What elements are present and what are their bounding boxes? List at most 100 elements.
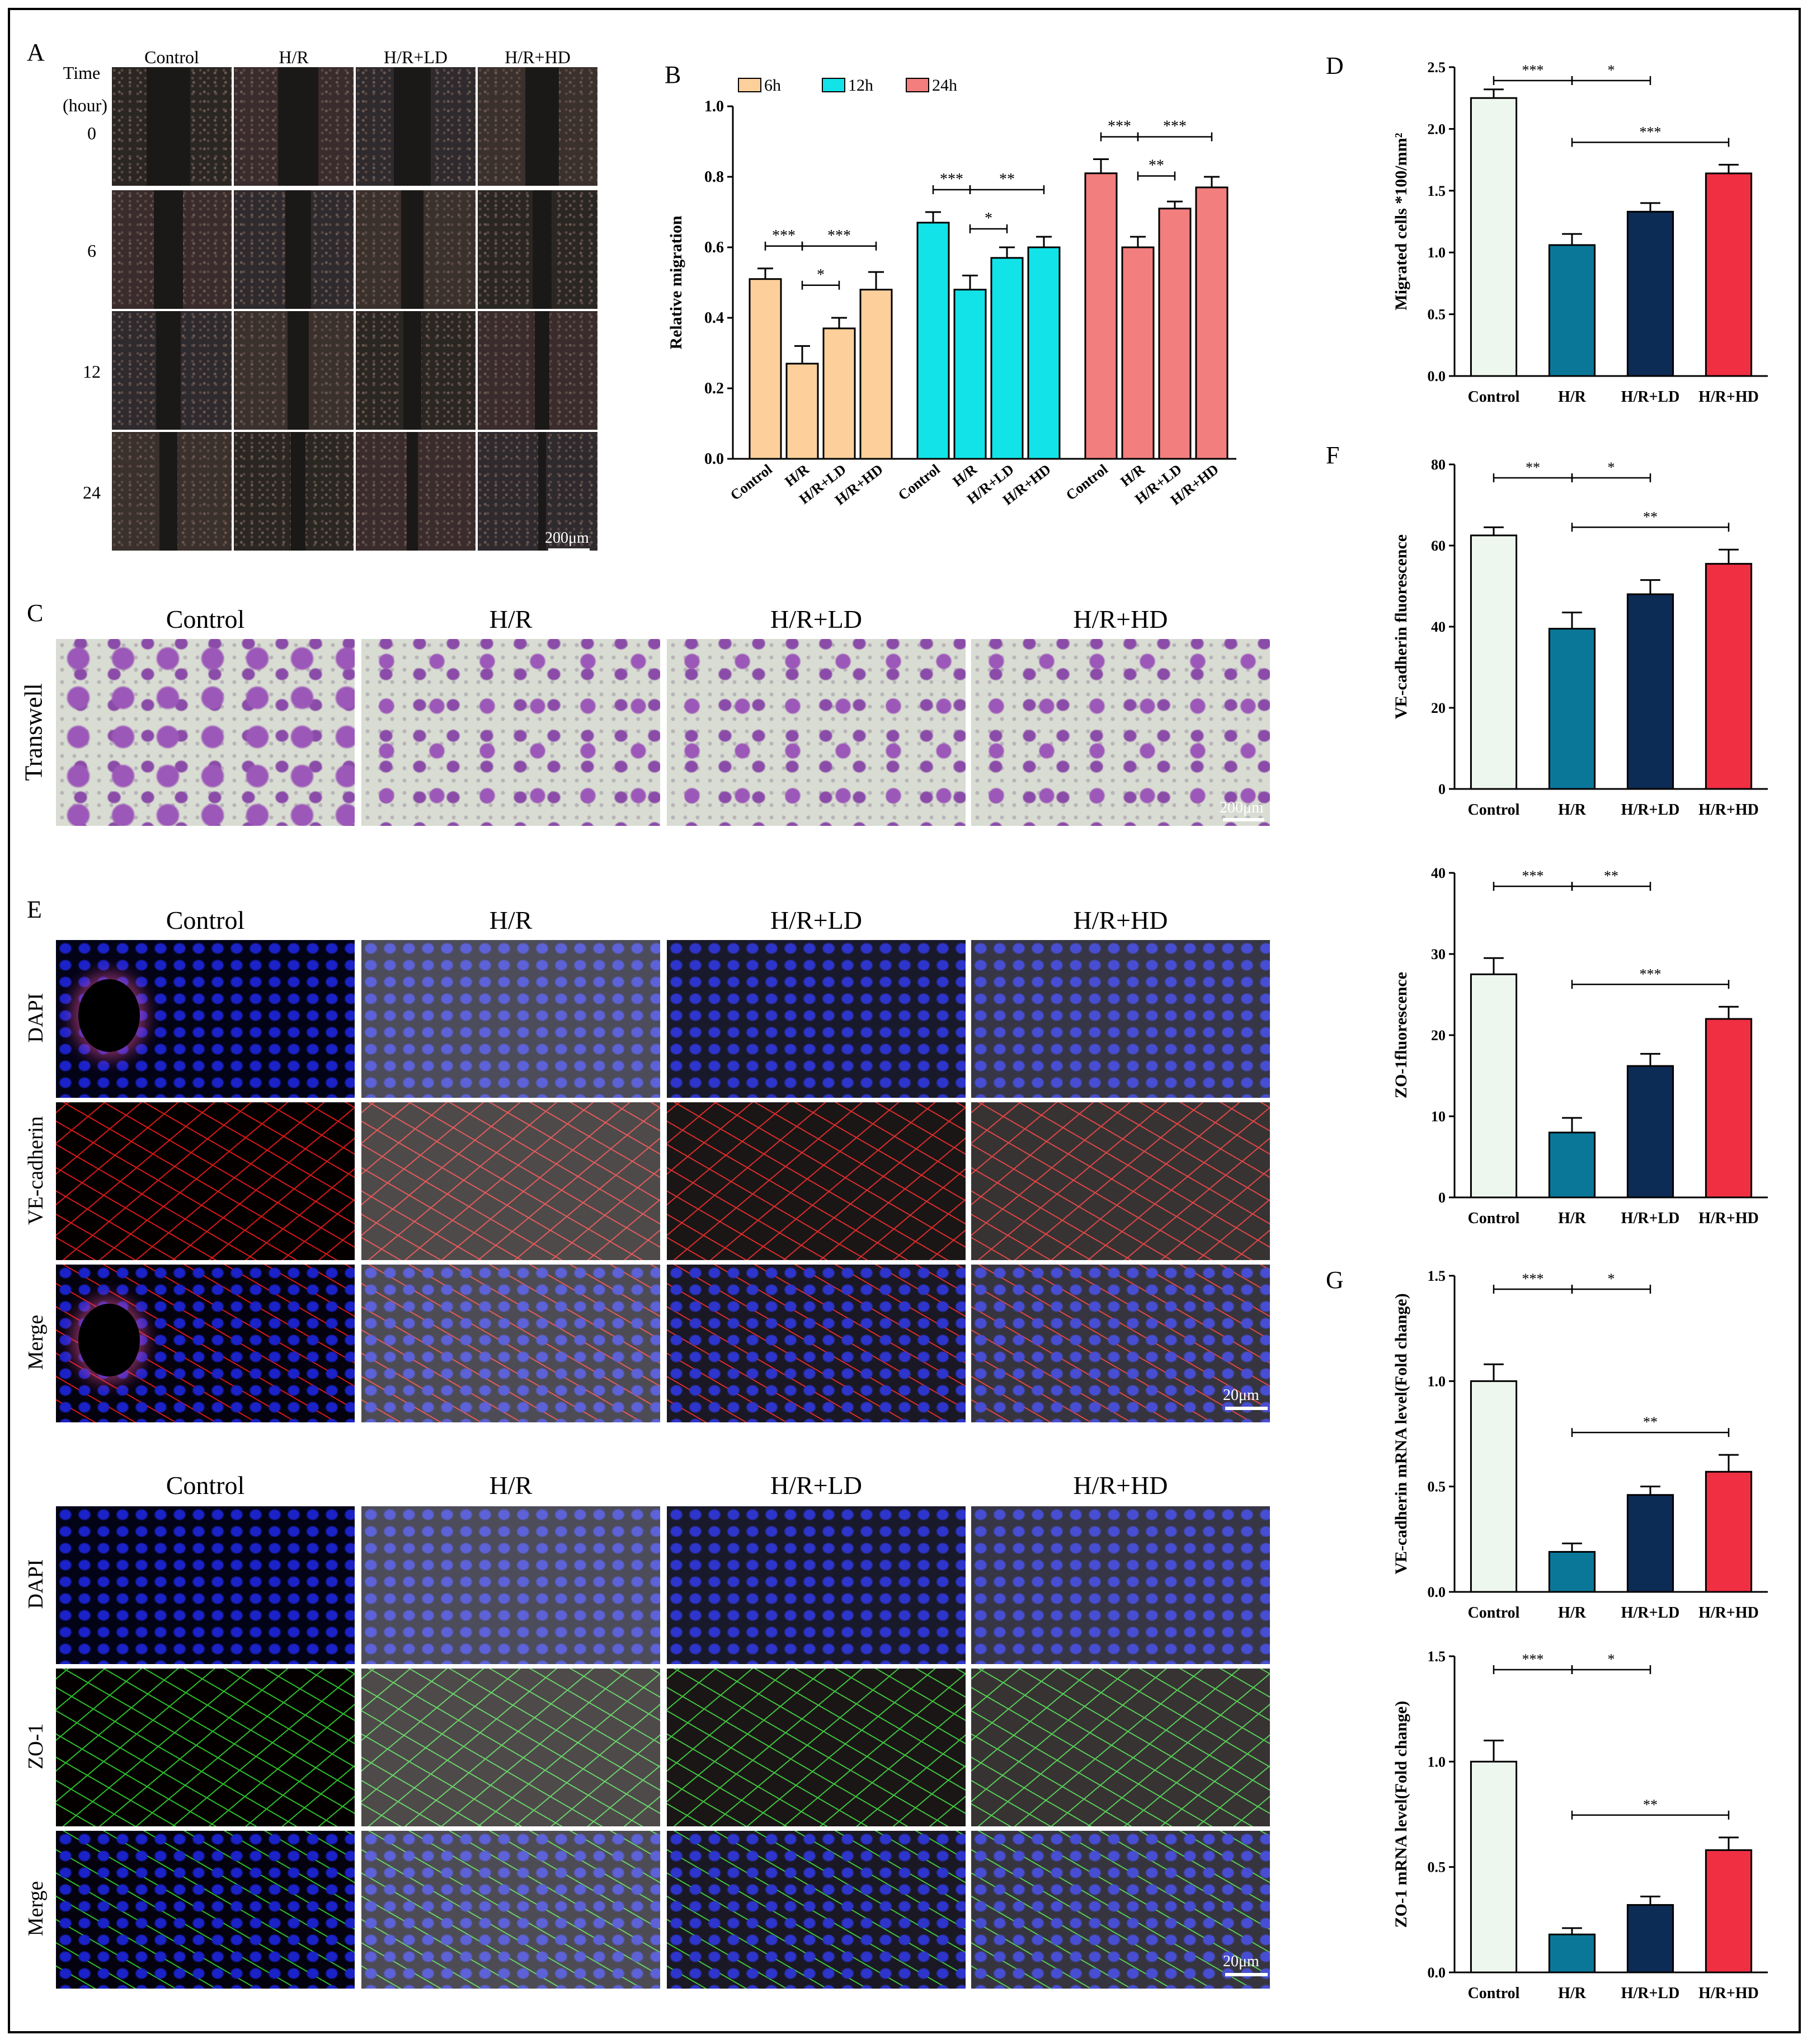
scratch-gap <box>156 311 181 430</box>
y-tick-label: 60 <box>1431 538 1446 554</box>
x-tick-label: H/R+HD <box>1698 1985 1759 2002</box>
y-tick-label: 0.6 <box>704 239 724 256</box>
bar <box>1027 246 1061 460</box>
significance-label: ** <box>1643 1797 1658 1813</box>
relative-migration-chart: 0.0 0.2 0.4 0.6 0.8 1.0 Relative migration 6h 12… <box>667 76 1236 508</box>
y-tick-label: 1.0 <box>1428 245 1446 261</box>
merge-image <box>56 1831 355 1989</box>
significance-label: * <box>985 210 992 227</box>
significance-label: ** <box>1643 509 1658 525</box>
scratch-gap <box>407 432 418 551</box>
y-tick-label: 40 <box>1431 865 1446 881</box>
scratch-gap <box>147 67 190 186</box>
x-tick-label: H/R+LD <box>1621 1210 1680 1227</box>
bar <box>1626 593 1674 790</box>
x-tick-label: H/R <box>1558 801 1587 819</box>
bar <box>1470 1380 1518 1593</box>
bar <box>1548 628 1596 790</box>
significance-label: ** <box>1604 868 1618 884</box>
column-header: H/R+LD <box>770 1471 862 1500</box>
scale-text: 200μm <box>545 529 589 547</box>
zo1-image <box>56 1669 355 1826</box>
scale-bar <box>1225 1973 1268 1976</box>
dapi-image <box>56 1506 355 1664</box>
scratch-gap <box>285 190 311 309</box>
wound-image <box>356 190 476 309</box>
bar <box>1626 1494 1674 1593</box>
time-point-label: 12 <box>83 361 101 382</box>
x-tick-label: H/R+LD <box>1621 388 1680 406</box>
wound-image <box>112 311 232 430</box>
bar <box>1705 1470 1753 1593</box>
legend-label: 12h <box>848 76 873 95</box>
bar <box>1705 172 1753 377</box>
significance-label: * <box>1608 62 1615 78</box>
x-tick-label: Control <box>1468 801 1520 819</box>
scale-bar <box>1225 1407 1268 1410</box>
significance-label: *** <box>1522 1651 1544 1667</box>
column-header: H/R+LD <box>770 906 862 934</box>
y-tick-label: 80 <box>1431 457 1446 473</box>
y-tick-label: 0.0 <box>1428 1584 1446 1600</box>
transwell-image <box>667 639 966 826</box>
y-tick-label: 1.0 <box>1428 1373 1446 1389</box>
panel-label-g: G <box>1326 1266 1344 1294</box>
column-header: H/R+HD <box>1073 1471 1168 1500</box>
scratch-gap <box>154 190 183 309</box>
merge-image <box>667 1265 966 1422</box>
panel-label-d: D <box>1326 52 1344 79</box>
dapi-image <box>971 1506 1270 1664</box>
y-tick-label: 2.5 <box>1428 59 1446 76</box>
significance-label: *** <box>940 171 963 188</box>
significance-label: * <box>1608 1651 1615 1667</box>
ve-cadherin-image <box>361 1102 660 1260</box>
y-axis-label: ZO-1 mRNA level(Fold change) <box>1392 1701 1410 1928</box>
bar <box>749 278 782 460</box>
dapi-image <box>361 1506 660 1664</box>
zo1-mrna-chart: 0.0 0.5 1.0 1.5 Control H/R H/R+LD H/R+HD ZO-1 m… <box>1392 1648 1768 2002</box>
bar <box>990 257 1024 460</box>
ve-cadherin-mrna-chart: 0.0 0.5 1.0 1.5 Control H/R H/R+LD H/R+HD VE-cad… <box>1392 1268 1768 1622</box>
bar <box>1705 1018 1753 1199</box>
dapi-image <box>361 940 660 1098</box>
significance-label: *** <box>1640 124 1662 140</box>
zo1-fluorescence-chart: 0 10 20 30 40 Control H/R H/R+LD H/R+HD ZO-1fluor… <box>1392 865 1768 1227</box>
y-axis-label: VE-cadherin mRNA level(Fold change) <box>1392 1293 1410 1574</box>
panel-label-c: C <box>27 599 44 627</box>
x-tick-label: H/R+LD <box>1621 1604 1680 1622</box>
zo1-image <box>361 1669 660 1826</box>
migrated-cells-chart: 0.0 0.5 1.0 1.5 2.0 2.5 Control H/R H/R+LD H/R+HD… <box>1392 59 1768 406</box>
column-header: H/R <box>489 605 533 633</box>
zo1-image <box>971 1669 1270 1826</box>
significance-label: *** <box>1522 62 1544 78</box>
wound-image <box>112 67 232 186</box>
wound-image <box>478 311 597 430</box>
y-tick-label: 0.0 <box>704 450 724 468</box>
column-header: H/R <box>489 1471 533 1500</box>
panel-label-b: B <box>665 61 681 88</box>
significance-label: ** <box>1643 1414 1658 1430</box>
y-tick-label: 0.4 <box>704 309 724 327</box>
wound-image <box>112 190 232 309</box>
row-label: Transwell <box>20 683 48 781</box>
column-header: H/R <box>489 906 533 934</box>
bar <box>1626 1065 1674 1199</box>
scratch-gap <box>278 67 318 186</box>
scratch-gap <box>525 67 559 186</box>
significance-label: * <box>1608 1271 1615 1287</box>
bar <box>1470 1760 1518 1973</box>
dapi-image <box>56 940 355 1098</box>
scratch-gap <box>288 311 309 430</box>
bar <box>1626 1904 1674 1973</box>
hour-label: (hour) <box>63 95 107 115</box>
significance-label: ** <box>999 171 1015 188</box>
time-point-label: 24 <box>83 482 101 502</box>
y-tick-label: 10 <box>1431 1108 1446 1125</box>
wound-image <box>478 67 597 186</box>
bar <box>1084 172 1118 460</box>
x-tick-label: Control <box>895 461 943 504</box>
significance-label: *** <box>1522 868 1544 884</box>
significance-label: ** <box>1149 157 1164 175</box>
y-tick-label: 0.8 <box>704 168 724 186</box>
ve-cadherin-fluorescence-chart: 0 20 40 60 80 Control H/R H/R+LD H/R+HD VE-cadher… <box>1392 457 1768 819</box>
